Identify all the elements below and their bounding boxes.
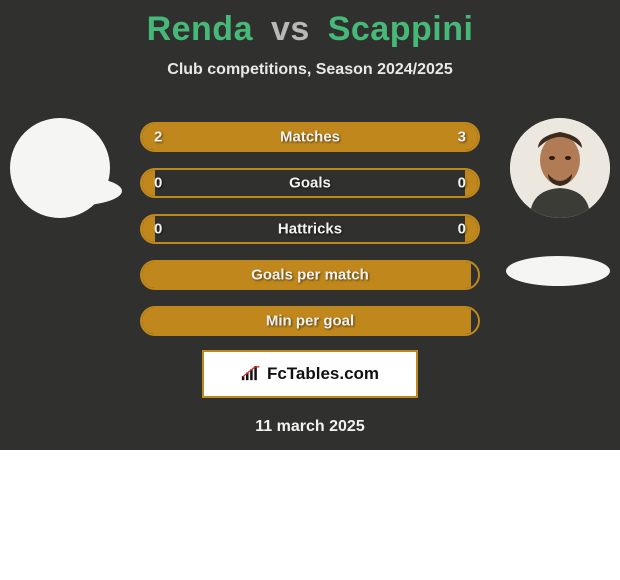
footer-date: 11 march 2025 <box>255 418 364 436</box>
stat-label: Min per goal <box>266 313 354 330</box>
player1-name: Renda <box>147 10 253 48</box>
stat-value-right: 3 <box>458 129 466 146</box>
stat-fill-right <box>465 216 478 242</box>
player2-avatar <box>510 118 610 218</box>
stat-value-right: 0 <box>458 221 466 238</box>
site-logo-text: FcTables.com <box>267 364 379 384</box>
stat-row: Goals per match <box>140 260 480 290</box>
stat-fill-mid <box>471 262 478 288</box>
page-title: Renda vs Scappini <box>147 10 474 49</box>
stat-row: Goals 0 0 <box>140 168 480 198</box>
player2-name: Scappini <box>328 10 474 48</box>
stat-label: Hattricks <box>278 221 342 238</box>
stat-fill-right <box>465 170 478 196</box>
stat-label: Goals per match <box>251 267 369 284</box>
player2-portrait-icon <box>510 118 610 218</box>
stat-row: Hattricks 0 0 <box>140 214 480 244</box>
stat-label: Matches <box>280 129 340 146</box>
stat-row: Matches 2 3 <box>140 122 480 152</box>
stat-rows: Matches 2 3 Goals 0 0 Hattricks 0 0 Goals per mat… <box>140 122 480 336</box>
stats-panel: Renda vs Scappini Club competitions, Sea… <box>0 0 620 450</box>
player1-club-badge <box>18 176 122 206</box>
stat-fill-mid <box>471 308 478 334</box>
player2-club-badge <box>506 256 610 286</box>
bars-icon <box>241 366 261 382</box>
site-logo: FcTables.com <box>202 350 418 398</box>
vs-text: vs <box>271 10 310 48</box>
stat-value-right: 0 <box>458 175 466 192</box>
stat-row: Min per goal <box>140 306 480 336</box>
stat-value-left: 0 <box>154 175 162 192</box>
stat-label: Goals <box>289 175 331 192</box>
stat-value-left: 0 <box>154 221 162 238</box>
subtitle: Club competitions, Season 2024/2025 <box>167 61 452 79</box>
stat-value-left: 2 <box>154 129 162 146</box>
